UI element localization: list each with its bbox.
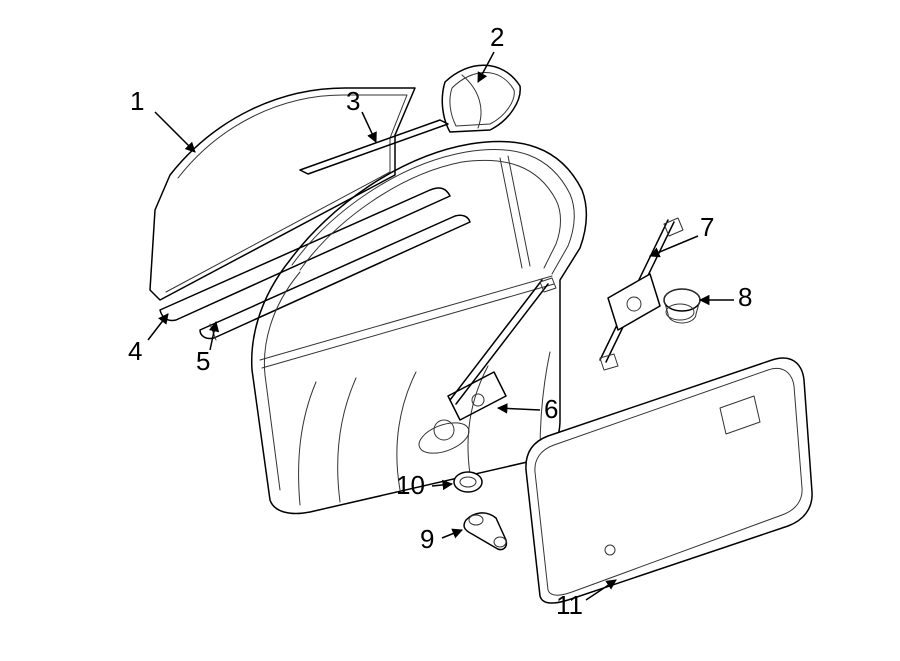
crank-handle-bezel: [454, 472, 482, 492]
door-glass: [150, 88, 415, 300]
callout-1: 1: [130, 86, 144, 116]
callout-4: 4: [128, 336, 142, 366]
callout-6: 6: [544, 394, 558, 424]
callout-7: 7: [700, 212, 714, 242]
callout-3: 3: [346, 86, 360, 116]
callout-11: 11: [556, 590, 583, 620]
callout-10: 10: [396, 470, 425, 500]
door-water-shield: [526, 358, 812, 603]
exploded-diagram: 1 2 3 4 5 6 7 8 9 10 11: [0, 0, 900, 661]
callout-8: 8: [738, 282, 752, 312]
window-crank-handle: [464, 513, 506, 550]
callout-9: 9: [420, 524, 434, 554]
window-motor: [664, 289, 700, 323]
callout-2: 2: [490, 22, 504, 52]
callout-5: 5: [196, 346, 210, 376]
